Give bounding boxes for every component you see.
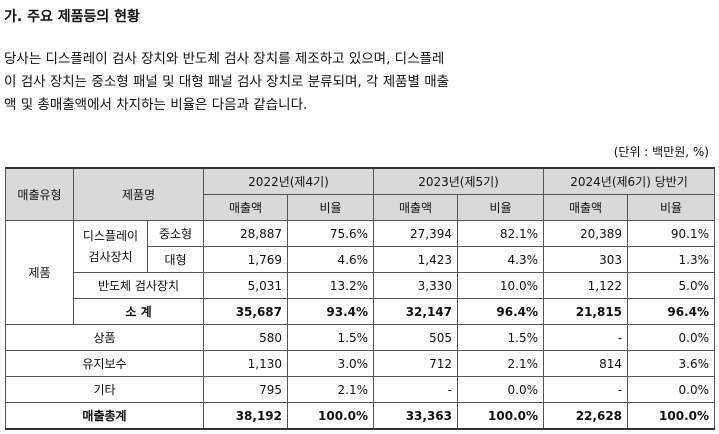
table-row-goods: 상품 580 1.5% 505 1.5% - 0.0% xyxy=(5,324,716,351)
product-group-cell: 제품 xyxy=(5,220,74,325)
value-cell: - xyxy=(543,324,629,351)
value-cell: 795 xyxy=(203,376,288,403)
value-cell: 13.2% xyxy=(286,272,375,299)
value-cell: 96.4% xyxy=(457,298,545,325)
value-cell: 0.0% xyxy=(627,324,716,351)
sales-type-header: 매출유형 xyxy=(5,167,74,221)
sales-header: 매출액 xyxy=(373,194,459,221)
value-cell: 21,815 xyxy=(543,298,629,325)
value-cell: 505 xyxy=(373,324,459,351)
value-cell: 303 xyxy=(543,246,629,273)
value-cell: 10.0% xyxy=(457,272,545,299)
paragraph-line: 액 및 총매출액에서 차지하는 비율은 다음과 같습니다. xyxy=(4,97,308,113)
ratio-header: 비율 xyxy=(286,194,375,221)
value-cell: 82.1% xyxy=(457,220,545,247)
value-cell: 22,628 xyxy=(543,402,629,430)
value-cell: 1.3% xyxy=(627,246,716,273)
value-cell: 2.1% xyxy=(286,376,375,403)
row-label: 중소형 xyxy=(147,220,204,247)
row-label: 상품 xyxy=(5,324,204,351)
row-label: 소 계 xyxy=(73,298,204,325)
value-cell: 93.4% xyxy=(286,298,375,325)
value-cell: 1,769 xyxy=(203,246,288,273)
value-cell: 33,363 xyxy=(373,402,459,430)
value-cell: 4.6% xyxy=(286,246,375,273)
value-cell: 5,031 xyxy=(203,272,288,299)
value-cell: 28,887 xyxy=(203,220,288,247)
table-row-semiconductor: 반도체 검사장치 5,031 13.2% 3,330 10.0% 1,122 5… xyxy=(6,272,716,299)
table-row-total: 매출총계 38,192 100.0% 33,363 100.0% 22,628 … xyxy=(5,402,716,430)
value-cell: - xyxy=(373,376,459,403)
display-label-line1: 디스플레이 xyxy=(82,228,139,243)
value-cell: 712 xyxy=(373,350,459,377)
value-cell: 75.6% xyxy=(286,220,375,247)
value-cell: 580 xyxy=(203,324,288,351)
row-label: 기타 xyxy=(5,376,204,403)
sales-header: 매출액 xyxy=(543,194,629,221)
value-cell: 1.5% xyxy=(457,324,545,351)
header-row-years: 매출유형 제품명 2022년(제4기) 2023년(제5기) 2024년(제6기… xyxy=(5,167,716,221)
table-row-large-panel: 대형 1,769 4.6% 1,423 4.3% 303 1.3% xyxy=(6,246,716,273)
row-label: 유지보수 xyxy=(5,350,204,377)
table-row-subtotal: 소 계 35,687 93.4% 32,147 96.4% 21,815 96.… xyxy=(6,298,716,325)
value-cell: 0.0% xyxy=(627,376,716,403)
value-cell: 90.1% xyxy=(627,220,716,247)
table-row-maintenance: 유지보수 1,130 3.0% 712 2.1% 814 3.6% xyxy=(5,350,716,377)
value-cell: 1,122 xyxy=(543,272,629,299)
value-cell: - xyxy=(543,376,629,403)
ratio-header: 비율 xyxy=(457,194,545,221)
value-cell: 100.0% xyxy=(457,402,545,430)
value-cell: 35,687 xyxy=(203,298,288,325)
value-cell: 100.0% xyxy=(627,402,716,430)
row-label: 매출총계 xyxy=(5,402,204,430)
table-row-small-panel: 제품 디스플레이 검사장치 중소형 28,887 75.6% 27,394 82… xyxy=(5,220,716,325)
row-label: 반도체 검사장치 xyxy=(73,272,204,299)
table-row-other: 기타 795 2.1% - 0.0% - 0.0% xyxy=(5,376,716,403)
value-cell: 20,389 xyxy=(543,220,629,247)
value-cell: 2.1% xyxy=(457,350,545,377)
value-cell: 3.0% xyxy=(286,350,375,377)
product-header: 제품명 xyxy=(73,167,204,221)
paragraph-line: 당사는 디스플레이 검사 장치와 반도체 검사 장치를 제조하고 있으며, 디스… xyxy=(4,51,445,67)
sales-header: 매출액 xyxy=(203,194,288,221)
paragraph-line: 이 검사 장치는 중소형 패널 및 대형 패널 검사 장치로 분류되며, 각 제… xyxy=(4,74,450,90)
value-cell: 1,423 xyxy=(373,246,459,273)
value-cell: 3,330 xyxy=(373,272,459,299)
section-heading: 가. 주요 제품등의 현황 xyxy=(4,9,140,25)
value-cell: 814 xyxy=(543,350,629,377)
value-cell: 0.0% xyxy=(457,376,545,403)
sales-table: 매출유형 제품명 2022년(제4기) 2023년(제5기) 2024년(제6기… xyxy=(5,167,716,430)
ratio-header: 비율 xyxy=(627,194,716,221)
display-label-line2: 검사장치 xyxy=(88,249,133,264)
value-cell: 1.5% xyxy=(286,324,375,351)
year-header-2024: 2024년(제6기) 당반기 xyxy=(543,167,716,195)
description-paragraph: 당사는 디스플레이 검사 장치와 반도체 검사 장치를 제조하고 있으며, 디스… xyxy=(4,48,709,117)
year-header-2023: 2023년(제5기) xyxy=(373,167,545,195)
header-row-metrics: 매출액 비율 매출액 비율 매출액 비율 xyxy=(6,194,716,221)
value-cell: 5.0% xyxy=(627,272,716,299)
value-cell: 27,394 xyxy=(373,220,459,247)
value-cell: 3.6% xyxy=(627,350,716,377)
row-label: 대형 xyxy=(147,246,204,273)
value-cell: 32,147 xyxy=(373,298,459,325)
display-inspection-cell: 디스플레이 검사장치 xyxy=(73,220,148,273)
unit-note: (단위 : 백만원, %) xyxy=(613,145,709,159)
year-header-2022: 2022년(제4기) xyxy=(202,167,375,195)
value-cell: 96.4% xyxy=(627,298,716,325)
value-cell: 1,130 xyxy=(203,350,288,377)
value-cell: 4.3% xyxy=(457,246,545,273)
value-cell: 38,192 xyxy=(203,402,288,430)
value-cell: 100.0% xyxy=(286,402,375,430)
